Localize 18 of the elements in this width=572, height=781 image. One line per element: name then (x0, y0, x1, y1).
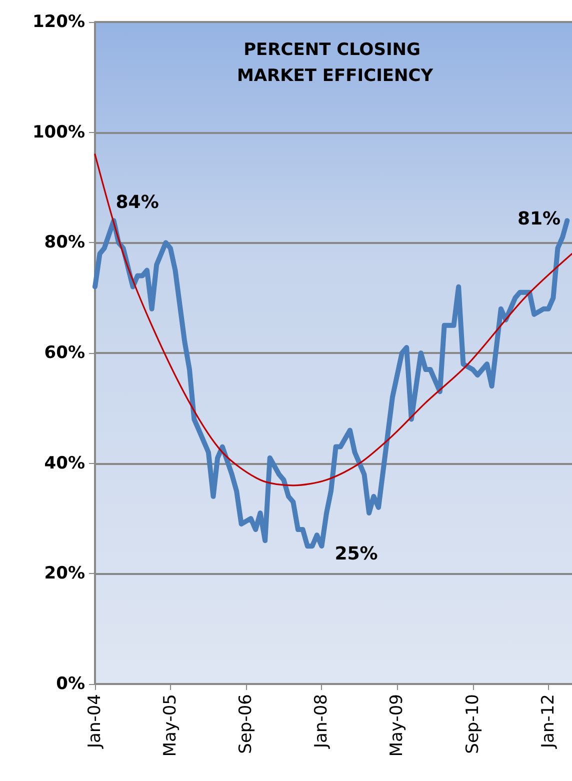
x-tick-label: Sep-06 (236, 694, 256, 754)
y-tick-label: 0% (56, 674, 85, 694)
y-tick-label: 120% (32, 12, 85, 32)
y-tick-label: 20% (44, 564, 85, 584)
y-tick-label: 60% (44, 343, 85, 363)
x-tick-label: May-09 (387, 694, 408, 757)
x-tick-label: May-05 (160, 694, 180, 757)
x-tick-label: Jan-12 (538, 694, 558, 749)
x-tick-label: Sep-10 (462, 694, 483, 754)
data-label: 84% (116, 192, 159, 214)
text: PERCENT CLOSING MARKET EFFICIENCY (236, 40, 434, 86)
x-tick-label: Jan-08 (312, 694, 332, 749)
y-tick-label: 80% (44, 232, 85, 253)
data-label: 81% (517, 208, 561, 230)
y-tick-label: 40% (44, 453, 85, 474)
data-label: 25% (334, 544, 378, 565)
x-tick-label: Jan-04 (85, 694, 105, 749)
y-tick-label: 100% (32, 122, 85, 142)
